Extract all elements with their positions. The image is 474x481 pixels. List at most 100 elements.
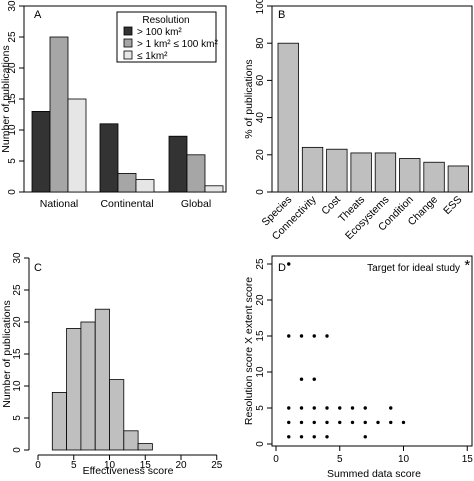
panel-b-y-tick-label: 100	[255, 0, 266, 14]
bar-theats	[350, 152, 372, 193]
histogram-bar	[51, 391, 67, 451]
panel-d-y-tick-label: 0	[255, 441, 266, 447]
panel-c-x-tick-label: 25	[211, 460, 223, 471]
panel-a-legend: Resolution > 100 km² > 1 km² ≤ 100 km² ≤…	[116, 11, 218, 63]
panel-c-x-tick-label: 0	[35, 460, 41, 471]
panel-c-y-tick-label: 25	[12, 284, 23, 296]
scatter-point	[287, 262, 291, 266]
panel-b-letter: B	[278, 9, 285, 21]
bar-continental-1	[99, 123, 119, 193]
panel-b: B % of publications 020406080100SpeciesC…	[243, 0, 473, 243]
panel-a-letter: A	[34, 9, 42, 21]
x-tick-label-global: Global	[181, 198, 211, 210]
panel-b-ylabel: % of publications	[243, 59, 255, 138]
bar-continental-3	[135, 179, 155, 193]
panel-a-y-tick-label: 10	[7, 124, 18, 136]
x-tick-label-continental: Continental	[100, 198, 153, 210]
target-label: Target for ideal study	[367, 263, 460, 274]
scatter-point	[325, 406, 329, 410]
panel-d-y-tick-label: 20	[255, 294, 266, 306]
scatter-point	[312, 406, 316, 410]
panel-c-y-tick-label: 5	[12, 415, 23, 421]
panel-d-y-tick-label: 5	[255, 405, 266, 411]
scatter-point	[299, 435, 304, 439]
panel-d-y-tick-label: 15	[255, 330, 266, 342]
panel-d-y-tick-label: 10	[255, 366, 266, 378]
scatter-point	[363, 406, 367, 410]
scatter-point	[287, 334, 291, 338]
panel-a-y-tick-label: 15	[7, 93, 18, 105]
panel-c-letter: C	[34, 262, 42, 274]
scatter-point	[299, 406, 304, 410]
scatter-point	[287, 406, 291, 410]
bar-national-2	[49, 36, 69, 193]
bar-ecosystems	[374, 152, 397, 193]
panel-b-y-tick-label: 20	[255, 149, 266, 161]
panel-c-y-tick-label: 10	[12, 380, 23, 392]
bar-species	[277, 42, 299, 193]
panel-c-y-tick-label: 20	[12, 316, 23, 328]
panel-c-x-tick-label: 10	[104, 460, 116, 471]
legend-entry-3: ≤ 1km²	[137, 51, 168, 62]
scatter-point	[338, 420, 342, 425]
histogram-bar	[94, 308, 110, 451]
bar-condition	[399, 158, 421, 193]
legend-entry-1: > 100 km²	[137, 27, 182, 38]
legend-swatch-1	[123, 26, 133, 36]
scatter-point	[312, 377, 316, 381]
panel-c-x-tick-label: 20	[175, 460, 187, 471]
scatter-point	[325, 435, 329, 439]
panel-c: C Number of publications Effectiveness s…	[1, 252, 223, 477]
scatter-point	[350, 420, 355, 425]
bar-global-3	[204, 185, 224, 193]
bar-change	[423, 161, 445, 193]
panel-b-y-tick-label: 60	[255, 74, 266, 86]
scatter-point	[389, 406, 393, 410]
panel-a-y-tick-label: 20	[7, 62, 18, 74]
scatter-point	[312, 420, 316, 425]
panel-d: D Resolution score X extent score Summed…	[243, 255, 473, 480]
legend-swatch-2	[123, 38, 133, 48]
panel-a-y-tick-label: 25	[7, 31, 18, 43]
histogram-bar	[137, 443, 153, 451]
x-tick-label-national: National	[40, 198, 79, 210]
scatter-point	[401, 420, 406, 425]
scatter-point	[299, 334, 304, 338]
scatter-point	[299, 377, 304, 381]
panel-d-xlabel: Summed data score	[327, 468, 421, 480]
scatter-point	[350, 406, 355, 410]
scatter-point	[363, 420, 367, 425]
panel-d-y-tick-label: 25	[255, 258, 266, 270]
panel-d-x-tick-label: 5	[337, 454, 343, 465]
panel-b-y-tick-label: 40	[255, 112, 266, 124]
legend-box	[116, 11, 217, 63]
legend-entry-2: > 1 km² ≤ 100 km²	[137, 39, 218, 50]
panel-a-y-tick-label: 5	[7, 158, 18, 164]
scatter-point	[312, 334, 316, 338]
panel-c-x-tick-label: 5	[71, 460, 77, 471]
scatter-point	[338, 406, 342, 410]
bar-continental-2	[117, 172, 137, 193]
bar-connectivity	[301, 146, 324, 193]
scatter-point	[287, 420, 291, 425]
panel-d-frame	[271, 255, 473, 447]
scatter-point	[376, 420, 380, 425]
panel-a: A Number of publications Resolution > 10…	[0, 0, 227, 210]
panel-c-x-tick-label: 15	[140, 460, 152, 471]
panel-d-x-tick-label: 10	[398, 454, 410, 465]
bar-cost	[326, 148, 348, 193]
histogram-bar	[123, 430, 139, 451]
scatter-point	[389, 420, 393, 425]
bar-national-3	[67, 98, 87, 193]
histogram-bar	[66, 327, 82, 451]
histogram-bar	[80, 321, 96, 451]
panel-b-y-tick-label: 80	[255, 37, 266, 49]
scatter-point	[325, 420, 329, 425]
panel-c-y-tick-label: 15	[12, 348, 23, 360]
scatter-point	[312, 435, 316, 439]
bar-ess	[447, 165, 470, 193]
bar-national-1	[31, 111, 51, 193]
panel-a-y-tick-label: 0	[7, 189, 18, 195]
panel-a-y-tick-label: 30	[7, 0, 18, 12]
scatter-point	[363, 435, 367, 439]
